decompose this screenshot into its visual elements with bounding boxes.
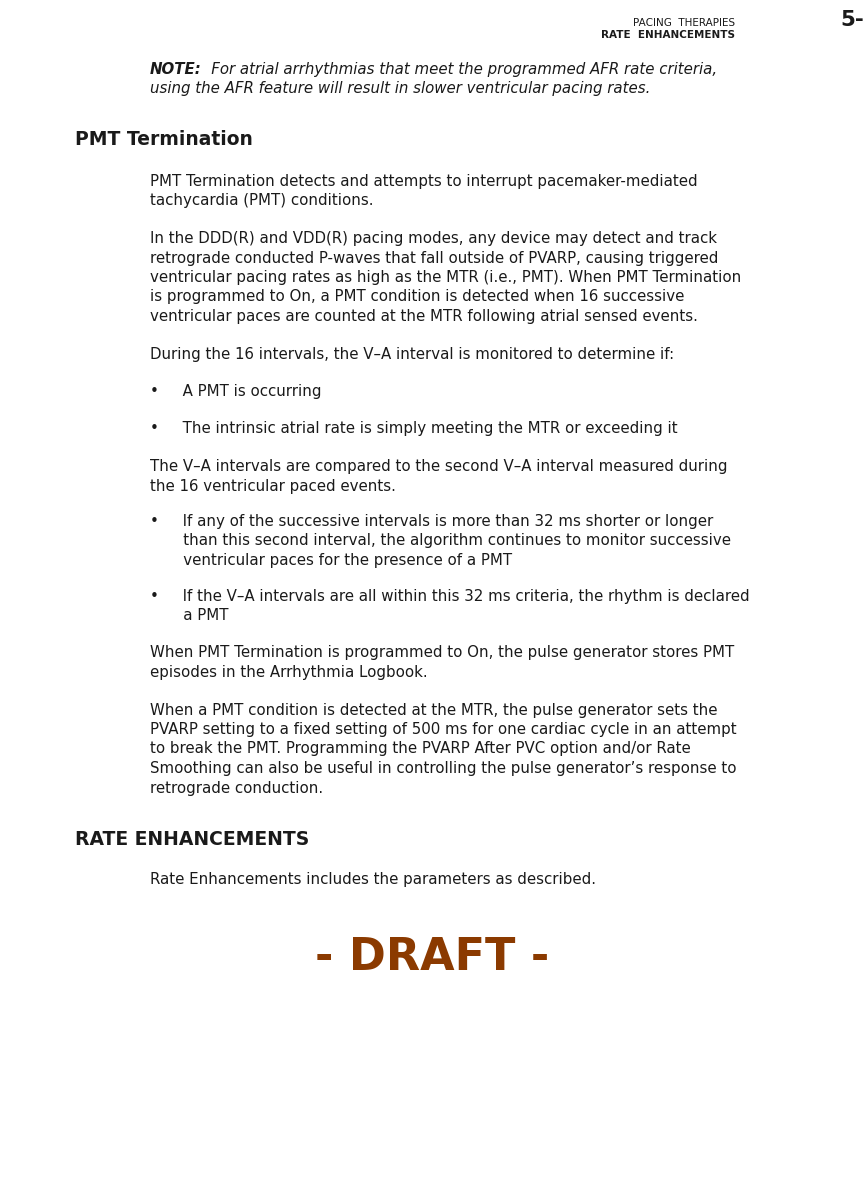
Text: ventricular paces for the presence of a PMT: ventricular paces for the presence of a …: [150, 553, 512, 568]
Text: •     A PMT is occurring: • A PMT is occurring: [150, 384, 322, 399]
Text: When a PMT condition is detected at the MTR, the pulse generator sets the: When a PMT condition is detected at the …: [150, 702, 717, 718]
Text: Smoothing can also be useful in controlling the pulse generator’s response to: Smoothing can also be useful in controll…: [150, 761, 736, 776]
Text: RATE ENHANCEMENTS: RATE ENHANCEMENTS: [75, 830, 310, 849]
Text: When PMT Termination is programmed to On, the pulse generator stores PMT: When PMT Termination is programmed to On…: [150, 646, 734, 660]
Text: NOTE:: NOTE:: [150, 62, 202, 76]
Text: ventricular pacing rates as high as the MTR (i.e., PMT). When PMT Termination: ventricular pacing rates as high as the …: [150, 270, 741, 285]
Text: •     If any of the successive intervals is more than 32 ms shorter or longer: • If any of the successive intervals is …: [150, 513, 714, 529]
Text: episodes in the Arrhythmia Logbook.: episodes in the Arrhythmia Logbook.: [150, 665, 427, 681]
Text: the 16 ventricular paced events.: the 16 ventricular paced events.: [150, 479, 396, 493]
Text: 5-35: 5-35: [840, 10, 865, 30]
Text: to break the PMT. Programming the PVARP After PVC option and/or Rate: to break the PMT. Programming the PVARP …: [150, 741, 691, 757]
Text: tachycardia (PMT) conditions.: tachycardia (PMT) conditions.: [150, 193, 374, 209]
Text: - DRAFT -: - DRAFT -: [316, 936, 549, 979]
Text: PACING  THERAPIES: PACING THERAPIES: [633, 18, 735, 27]
Text: PVARP setting to a fixed setting of 500 ms for one cardiac cycle in an attempt: PVARP setting to a fixed setting of 500 …: [150, 722, 737, 737]
Text: is programmed to On, a PMT condition is detected when 16 successive: is programmed to On, a PMT condition is …: [150, 289, 684, 304]
Text: than this second interval, the algorithm continues to monitor successive: than this second interval, the algorithm…: [150, 534, 731, 548]
Text: •     The intrinsic atrial rate is simply meeting the MTR or exceeding it: • The intrinsic atrial rate is simply me…: [150, 421, 677, 437]
Text: PMT Termination detects and attempts to interrupt pacemaker-mediated: PMT Termination detects and attempts to …: [150, 174, 698, 189]
Text: ventricular paces are counted at the MTR following atrial sensed events.: ventricular paces are counted at the MTR…: [150, 309, 698, 324]
Text: In the DDD(R) and VDD(R) pacing modes, any device may detect and track: In the DDD(R) and VDD(R) pacing modes, a…: [150, 230, 717, 246]
Text: •     If the V–A intervals are all within this 32 ms criteria, the rhythm is dec: • If the V–A intervals are all within th…: [150, 589, 750, 603]
Text: using the AFR feature will result in slower ventricular pacing rates.: using the AFR feature will result in slo…: [150, 81, 650, 97]
Text: Rate Enhancements includes the parameters as described.: Rate Enhancements includes the parameter…: [150, 872, 596, 887]
Text: PMT Termination: PMT Termination: [75, 130, 253, 149]
Text: For atrial arrhythmias that meet the programmed AFR rate criteria,: For atrial arrhythmias that meet the pro…: [197, 62, 717, 76]
Text: a PMT: a PMT: [150, 608, 228, 623]
Text: retrograde conduction.: retrograde conduction.: [150, 781, 324, 795]
Text: The V–A intervals are compared to the second V–A interval measured during: The V–A intervals are compared to the se…: [150, 458, 727, 474]
Text: During the 16 intervals, the V–A interval is monitored to determine if:: During the 16 intervals, the V–A interva…: [150, 346, 674, 362]
Text: RATE  ENHANCEMENTS: RATE ENHANCEMENTS: [601, 30, 735, 41]
Text: retrograde conducted P-waves that fall outside of PVARP, causing triggered: retrograde conducted P-waves that fall o…: [150, 251, 718, 265]
